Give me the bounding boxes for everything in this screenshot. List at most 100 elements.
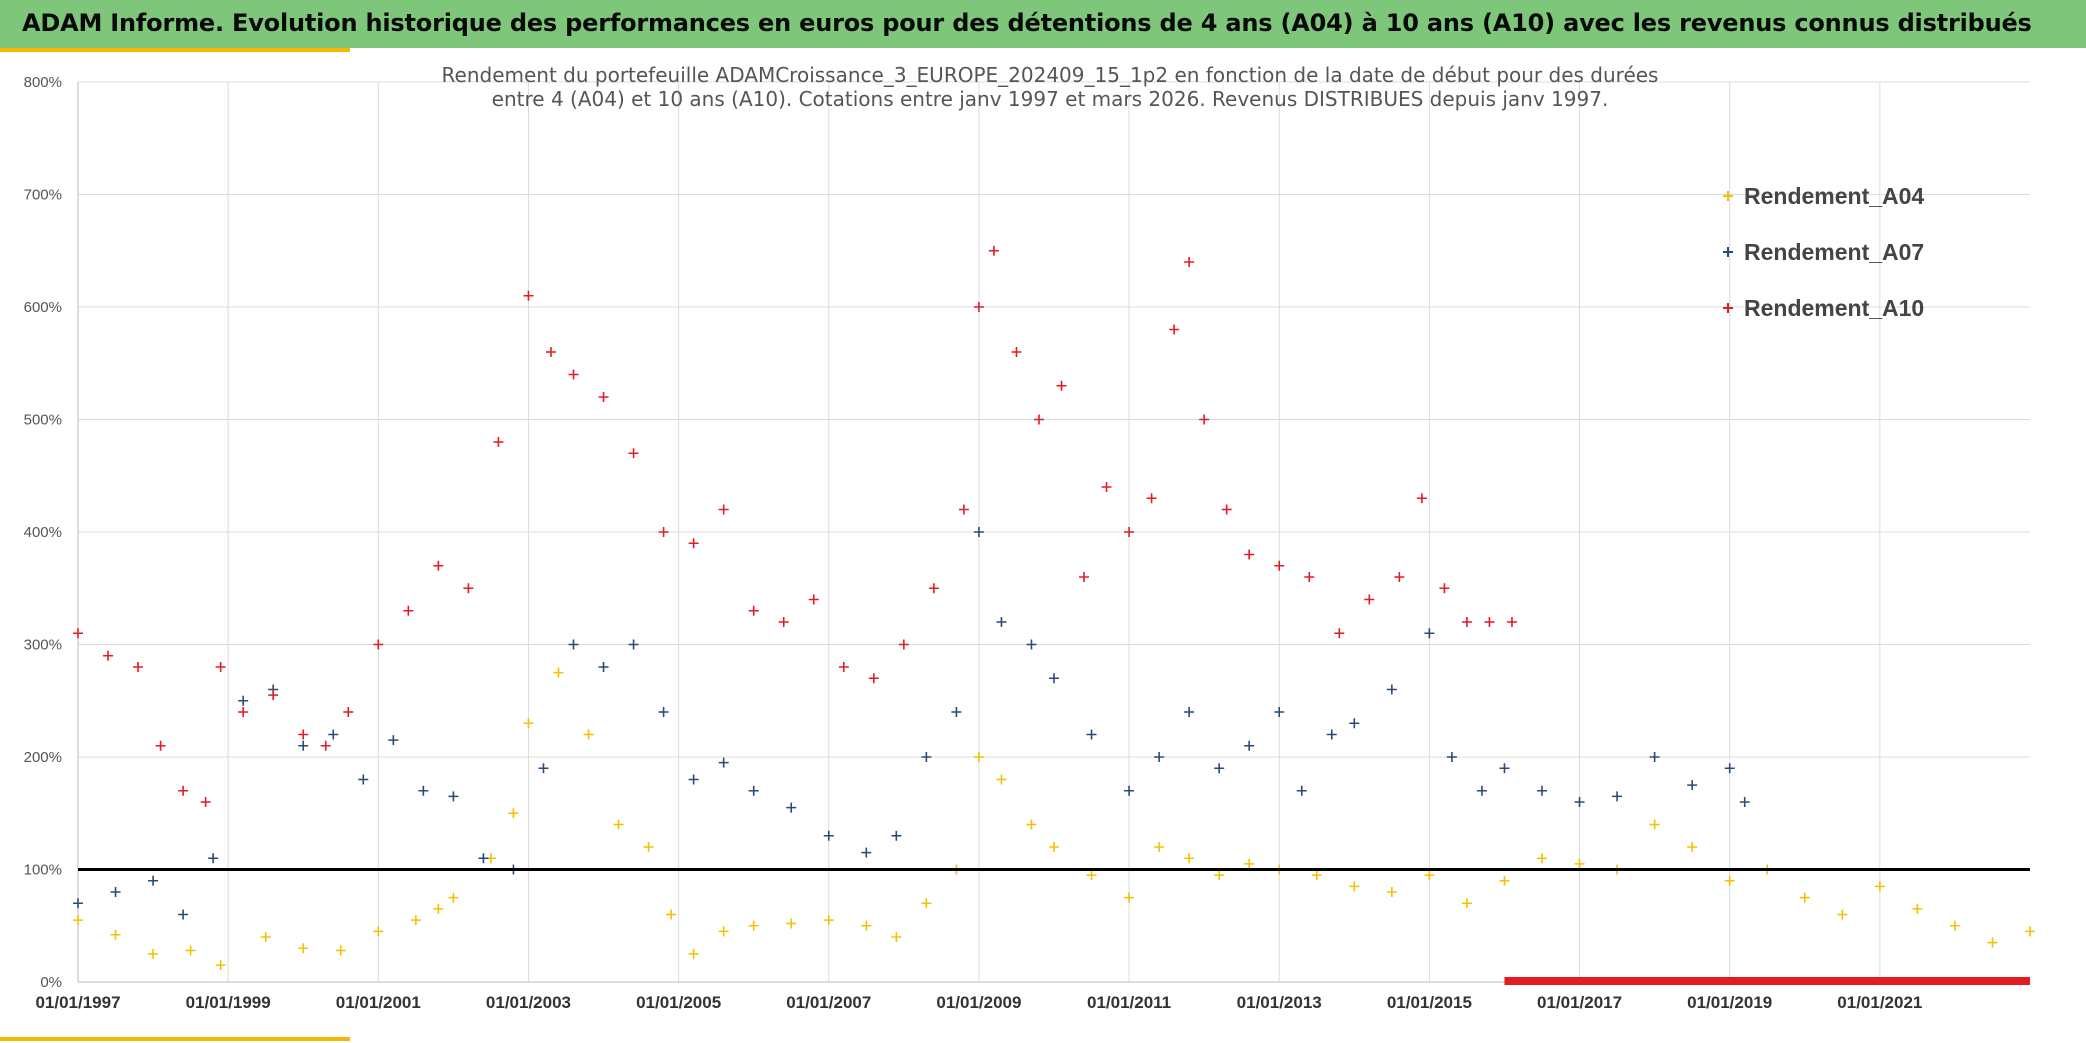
y-tick-label: 200%	[24, 749, 62, 766]
data-point	[238, 707, 249, 717]
x-tick-label: 01/01/2019	[1687, 993, 1772, 1012]
data-point	[343, 707, 354, 717]
data-point	[583, 729, 594, 740]
data-point	[1049, 673, 1059, 684]
y-tick-label: 300%	[24, 637, 62, 654]
data-point	[1912, 903, 1923, 914]
data-point	[996, 774, 1007, 785]
data-point	[958, 504, 969, 515]
data-point	[298, 729, 309, 740]
series-rendement-a10	[73, 245, 1517, 807]
data-point	[335, 945, 346, 956]
data-point	[1184, 257, 1195, 267]
x-tick-label: 01/01/2005	[636, 993, 721, 1012]
data-point	[410, 915, 421, 926]
data-point	[208, 853, 219, 864]
data-point	[1499, 875, 1510, 886]
data-point	[1244, 549, 1255, 560]
data-point	[1124, 892, 1135, 903]
data-point	[973, 302, 984, 312]
data-point	[155, 740, 166, 751]
data-point	[688, 948, 699, 959]
data-point	[178, 785, 189, 796]
data-point	[1394, 572, 1405, 582]
data-point	[921, 752, 932, 762]
data-point	[748, 605, 759, 616]
data-point	[1124, 527, 1135, 537]
data-point	[1244, 740, 1255, 751]
data-point	[1221, 504, 1232, 515]
data-point	[1184, 707, 1195, 717]
data-point	[1274, 560, 1285, 571]
data-point	[598, 662, 609, 672]
data-point	[388, 735, 399, 746]
accent-bar-bottom	[0, 1037, 350, 1041]
x-axis-ticks: 01/01/1997 01/01/1999 01/01/2001 01/01/2003…	[35, 993, 1922, 1012]
data-point	[1506, 617, 1517, 627]
data-point	[568, 639, 579, 650]
data-point	[628, 448, 639, 459]
data-point	[868, 673, 879, 684]
data-point	[748, 785, 759, 796]
y-tick-label: 0%	[40, 974, 62, 991]
x-tick-label: 01/01/1997	[35, 993, 120, 1012]
y-tick-label: 500%	[24, 412, 62, 429]
data-point	[1349, 718, 1360, 729]
data-point	[1049, 842, 1059, 852]
x-tick-label: 01/01/2007	[786, 993, 871, 1012]
data-point	[861, 847, 872, 858]
x-tick-label: 01/01/1999	[186, 993, 271, 1012]
data-point	[260, 932, 271, 942]
data-point	[328, 729, 339, 740]
data-point	[1154, 842, 1165, 852]
data-point	[373, 639, 384, 650]
data-point	[1146, 493, 1157, 504]
data-point	[215, 960, 226, 971]
data-point	[823, 830, 834, 841]
data-point	[523, 718, 534, 729]
data-point	[433, 903, 444, 914]
data-point	[1199, 414, 1210, 425]
data-point	[1184, 853, 1195, 864]
data-point	[891, 932, 902, 942]
data-point	[718, 504, 729, 515]
y-tick-label: 100%	[24, 862, 62, 879]
data-point	[1649, 752, 1660, 762]
series-rendement-a07	[73, 527, 1750, 920]
data-point	[658, 707, 669, 717]
data-point	[1386, 684, 1397, 695]
data-point	[891, 830, 902, 841]
data-point	[433, 560, 444, 571]
accent-bar-top	[0, 48, 350, 52]
data-point	[1326, 729, 1337, 740]
data-point	[553, 667, 564, 678]
data-point	[103, 650, 114, 661]
legend-marker	[1723, 191, 1733, 201]
data-point	[808, 594, 819, 605]
data-point	[215, 662, 226, 672]
data-point	[1537, 785, 1547, 796]
data-point	[1086, 729, 1097, 740]
data-point	[973, 752, 984, 762]
data-point	[73, 898, 83, 909]
x-tick-label: 01/01/2013	[1237, 993, 1322, 1012]
data-point	[951, 707, 962, 717]
data-point	[1724, 763, 1735, 774]
data-point	[493, 437, 504, 447]
series-rendement-a04	[73, 667, 2035, 971]
data-point	[448, 892, 459, 903]
y-tick-label: 700%	[24, 187, 62, 204]
data-point	[748, 920, 759, 931]
y-axis-ticks: 0% 100% 200% 300% 400% 500% 600% 700% 800%	[24, 74, 62, 991]
data-point	[320, 740, 331, 751]
data-point	[838, 662, 849, 672]
data-point	[1296, 785, 1307, 796]
x-tick-label: 01/01/2009	[936, 993, 1021, 1012]
data-point	[1056, 380, 1067, 391]
x-tick-label: 01/01/2001	[336, 993, 421, 1012]
data-point	[1033, 414, 1044, 425]
data-point	[1461, 617, 1472, 627]
data-point	[523, 290, 534, 301]
data-point	[1274, 707, 1285, 717]
data-point	[1424, 870, 1435, 881]
